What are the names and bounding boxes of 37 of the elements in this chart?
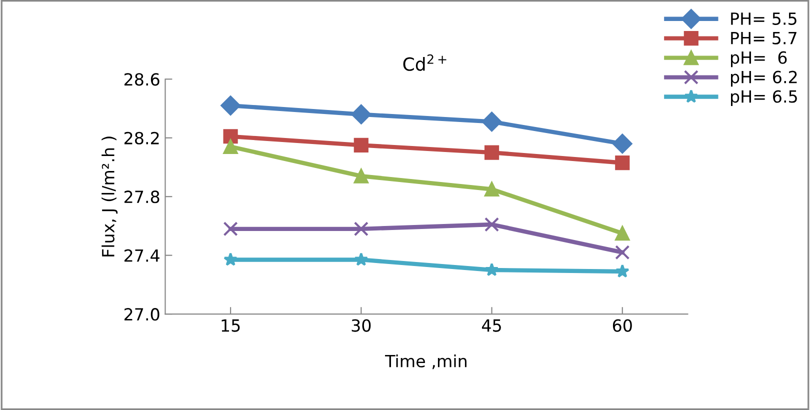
y-tick-label: 27.8	[124, 190, 160, 204]
point	[354, 138, 368, 152]
y-tick-label: 28.6	[124, 73, 160, 86]
y-tick-label: 27.0	[124, 308, 160, 321]
legend-label: pH= 6.2	[731, 70, 797, 87]
point	[220, 96, 240, 116]
point	[615, 245, 630, 260]
point	[484, 217, 500, 232]
x-axis-title: Time ,min	[385, 354, 466, 370]
point	[482, 112, 502, 132]
point	[223, 139, 238, 154]
chart-title: Cd$^{2+}$	[403, 54, 446, 71]
legend-label: pH= 6	[731, 51, 787, 68]
x-tick-label: 60	[612, 319, 632, 332]
point	[354, 252, 368, 266]
x-tick-label: 45	[482, 319, 501, 332]
point	[223, 222, 238, 236]
point	[224, 252, 238, 266]
y-tick-label: 28.2	[124, 132, 159, 144]
point	[351, 104, 372, 124]
point	[223, 129, 238, 144]
point	[615, 264, 630, 278]
point	[615, 156, 630, 170]
point	[484, 182, 500, 197]
legend-label: PH= 5.5	[731, 12, 796, 25]
point	[484, 145, 500, 160]
x-tick-label: 30	[352, 319, 371, 332]
x-tick-label: 15	[222, 319, 240, 332]
point	[615, 226, 630, 241]
y-axis-title: Flux, J (l/m².h )	[102, 136, 118, 256]
point	[354, 168, 368, 184]
point	[484, 262, 499, 276]
y-tick-label: 27.4	[124, 249, 160, 262]
point	[354, 222, 368, 236]
legend-label: PH= 5.7	[731, 32, 796, 44]
point	[612, 134, 632, 154]
legend-label: pH= 6.5	[731, 90, 797, 106]
